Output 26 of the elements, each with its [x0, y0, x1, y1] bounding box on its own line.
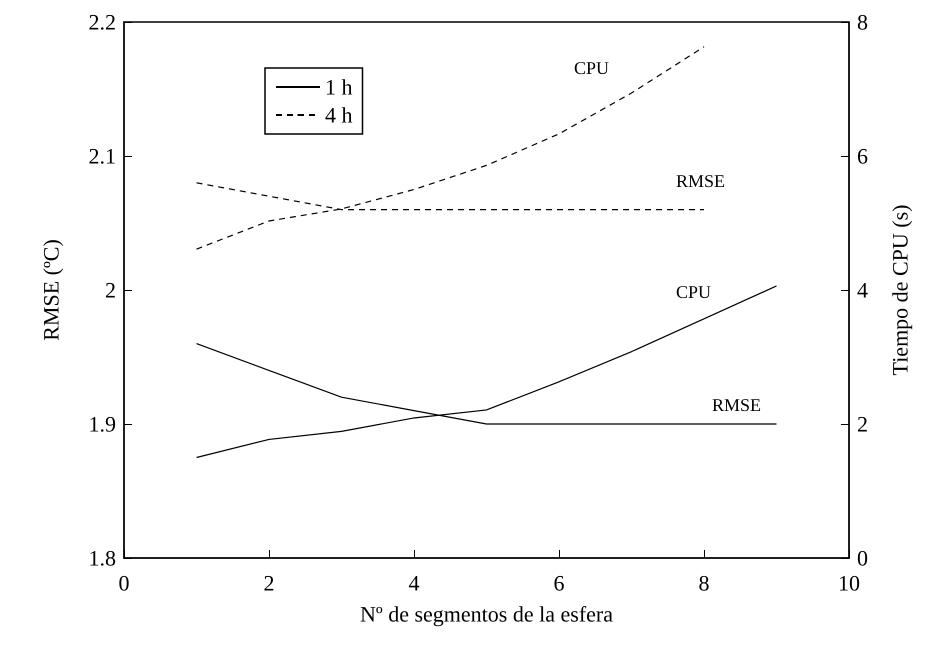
legend-label: 1 h — [325, 74, 352, 100]
legend-label: 4 h — [325, 102, 352, 128]
y2-axis-title: Tiempo de CPU (s) — [888, 204, 912, 376]
y-tick-label: 2.2 — [88, 10, 116, 34]
x-axis-title: Nº de segmentos de la esfera — [360, 602, 614, 626]
y2-tick-label: 6 — [857, 144, 868, 168]
x-tick-label: 4 — [408, 570, 420, 596]
line-series — [196, 285, 778, 458]
x-tick-label: 10 — [838, 570, 860, 596]
y-tick-label: 1.9 — [88, 412, 116, 436]
annotation: CPU — [574, 58, 610, 78]
x-tick-label: 8 — [698, 570, 710, 596]
y2-tick-label: 2 — [857, 412, 868, 436]
y-tick-label: 2 — [105, 278, 116, 302]
annotation: RMSE — [676, 171, 726, 191]
annotation: CPU — [676, 282, 712, 302]
y-tick-label: 2.1 — [88, 144, 116, 168]
x-tick-label: 2 — [264, 570, 274, 596]
y2-tick-label: 0 — [857, 546, 868, 570]
y-axis-title: RMSE (ºC) — [38, 239, 64, 341]
x-tick-label: 6 — [554, 570, 564, 596]
x-tick-label: 0 — [118, 570, 130, 596]
y2-tick-label: 8 — [857, 10, 868, 34]
y2-tick-label: 4 — [857, 278, 868, 302]
annotation: RMSE — [712, 395, 762, 415]
y-tick-label: 1.8 — [88, 546, 116, 570]
